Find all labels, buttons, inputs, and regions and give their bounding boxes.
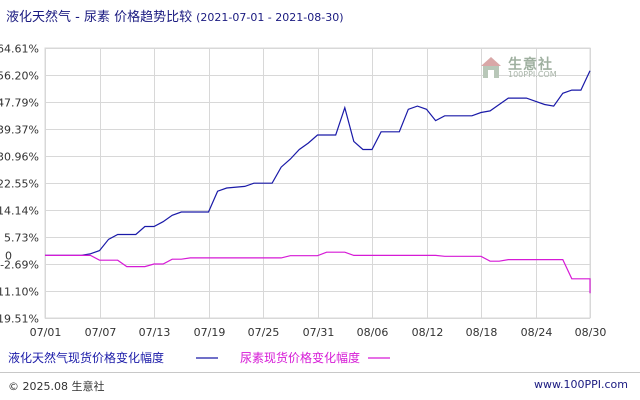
x-tick-label: 07/19 — [194, 326, 226, 339]
x-tick-label: 07/07 — [85, 326, 117, 339]
y-tick-label: 39.37% — [0, 124, 39, 137]
legend-label-1: 液化天然气现货价格变化幅度 — [8, 350, 164, 365]
y-tick-label: 56.20% — [0, 70, 39, 83]
y-tick-label: 30.96% — [0, 151, 39, 164]
y-tick-label: 64.61% — [0, 43, 39, 56]
watermark-logo-icon — [481, 57, 501, 78]
y-tick-label: 14.14% — [0, 205, 39, 218]
watermark-url: 100PPI.COM — [508, 70, 557, 79]
legend-label-2: 尿素现货价格变化幅度 — [240, 350, 360, 365]
x-tick-label: 08/18 — [466, 326, 498, 339]
y-tick-label: -11.10% — [0, 286, 39, 299]
x-tick-label: 08/30 — [575, 326, 607, 339]
x-tick-label: 07/13 — [139, 326, 171, 339]
y-tick-label: 5.73% — [4, 232, 39, 245]
date-range: (2021-07-01 - 2021-08-30) — [196, 11, 344, 24]
y-tick-label: -2.69% — [0, 259, 39, 272]
y-tick-label: 47.79% — [0, 97, 39, 110]
x-tick-label: 08/06 — [357, 326, 389, 339]
y-tick-label: 22.55% — [0, 178, 39, 191]
footer-site-link[interactable]: www.100PPI.com — [534, 378, 628, 391]
x-tick-label: 08/24 — [521, 326, 553, 339]
series-line-2 — [45, 251, 591, 294]
x-tick-label: 07/31 — [303, 326, 335, 339]
footer-divider — [0, 372, 640, 373]
x-tick-label: 08/12 — [412, 326, 444, 339]
watermark-name: 生意社 — [508, 57, 553, 73]
series-line-1 — [45, 70, 591, 256]
y-zero-label: 0 — [5, 249, 12, 262]
y-tick-label: -19.51% — [0, 313, 39, 326]
x-tick-label: 07/25 — [248, 326, 280, 339]
footer-copyright: © 2025.08 生意社 — [8, 380, 105, 393]
x-tick-label: 07/01 — [30, 326, 62, 339]
chart-title: 液化天然气 - 尿素 价格趋势比较 — [6, 10, 193, 25]
chart-title-bar: 液化天然气 - 尿素 价格趋势比较 (2021-07-01 - 2021-08-3… — [6, 6, 344, 26]
